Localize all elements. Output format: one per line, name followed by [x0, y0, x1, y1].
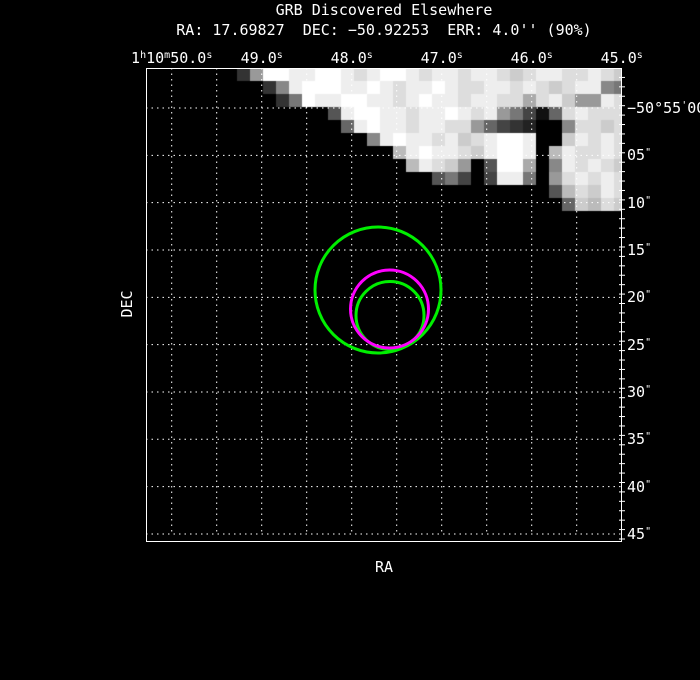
tick-text: −50°55	[627, 99, 682, 117]
page-title: GRB Discovered Elsewhere	[275, 1, 493, 19]
tick-superscript: s	[206, 50, 213, 61]
y-axis-tick-label: −50°55'00	[627, 99, 700, 117]
tick-superscript: s	[456, 50, 463, 61]
tick-superscript: "	[645, 289, 652, 301]
y-axis-tick-label: 25"	[627, 336, 651, 354]
x-axis-tick-label: 48.0s	[331, 49, 373, 67]
y-axis-tick-label: 10"	[627, 194, 651, 212]
tick-superscript: s	[276, 50, 283, 61]
tick-text: 50.0	[170, 49, 207, 67]
tick-superscript: "	[645, 383, 652, 395]
tick-text: 47.0	[420, 49, 457, 67]
x-axis-tick-label: 47.0s	[421, 49, 463, 67]
x-axis-tick-label: 45.0s	[601, 49, 643, 67]
y-axis-tick-label: 30"	[627, 383, 651, 401]
y-axis-tick-label: 05"	[627, 146, 651, 164]
tick-text: 45	[627, 524, 646, 543]
tick-text: 10	[146, 49, 165, 67]
tick-superscript: "	[645, 431, 652, 443]
outer-green-error-circle	[313, 225, 443, 355]
tick-superscript: m	[164, 50, 171, 61]
y-axis-tick-label: 45"	[627, 525, 651, 543]
tick-superscript: s	[546, 50, 553, 61]
tick-text: 35	[627, 430, 646, 449]
tick-superscript: "	[645, 336, 652, 348]
y-axis-tick-label: 15"	[627, 241, 651, 259]
y-axis-tick-label: 20"	[627, 288, 651, 306]
tick-text: 10	[627, 193, 646, 212]
tick-text: 05	[627, 146, 646, 165]
tick-text: 45.0	[600, 49, 637, 67]
tick-text: 20	[627, 288, 646, 307]
tick-text: 46.0	[510, 49, 547, 67]
tick-text: 49.0	[240, 49, 277, 67]
x-axis-title: RA	[374, 558, 394, 576]
magenta-grb-error-circle	[349, 268, 430, 350]
tick-text: 48.0	[330, 49, 367, 67]
y-axis-title: DEC	[118, 290, 136, 318]
tick-superscript: s	[636, 50, 643, 61]
y-axis-tick-label: 35"	[627, 430, 651, 448]
tick-text: 25	[627, 335, 646, 354]
plot-frame	[146, 68, 622, 542]
tick-text: 40	[627, 477, 646, 496]
tick-superscript: "	[645, 241, 652, 253]
tick-text: 1	[131, 49, 141, 67]
y-axis-tick-label: 40"	[627, 478, 651, 496]
coordinates-subtitle: RA: 17.69827 DEC: −50.92253 ERR: 4.0'' (…	[176, 21, 592, 39]
tick-superscript: "	[645, 194, 652, 206]
tick-text: 15	[627, 240, 646, 259]
tick-superscript: "	[645, 525, 652, 537]
tick-superscript: "	[645, 478, 652, 490]
x-axis-tick-label: 1h10m50.0s	[131, 49, 212, 67]
tick-text: 00	[687, 99, 700, 117]
tick-superscript: "	[645, 147, 652, 159]
tick-superscript: s	[366, 50, 373, 61]
tick-superscript: h	[140, 50, 147, 61]
sky-image-canvas	[146, 68, 622, 542]
x-axis-tick-label: 46.0s	[511, 49, 553, 67]
x-axis-tick-label: 49.0s	[241, 49, 283, 67]
tick-superscript: '	[681, 100, 688, 111]
inner-green-error-circle	[354, 280, 426, 351]
tick-text: 30	[627, 382, 646, 401]
